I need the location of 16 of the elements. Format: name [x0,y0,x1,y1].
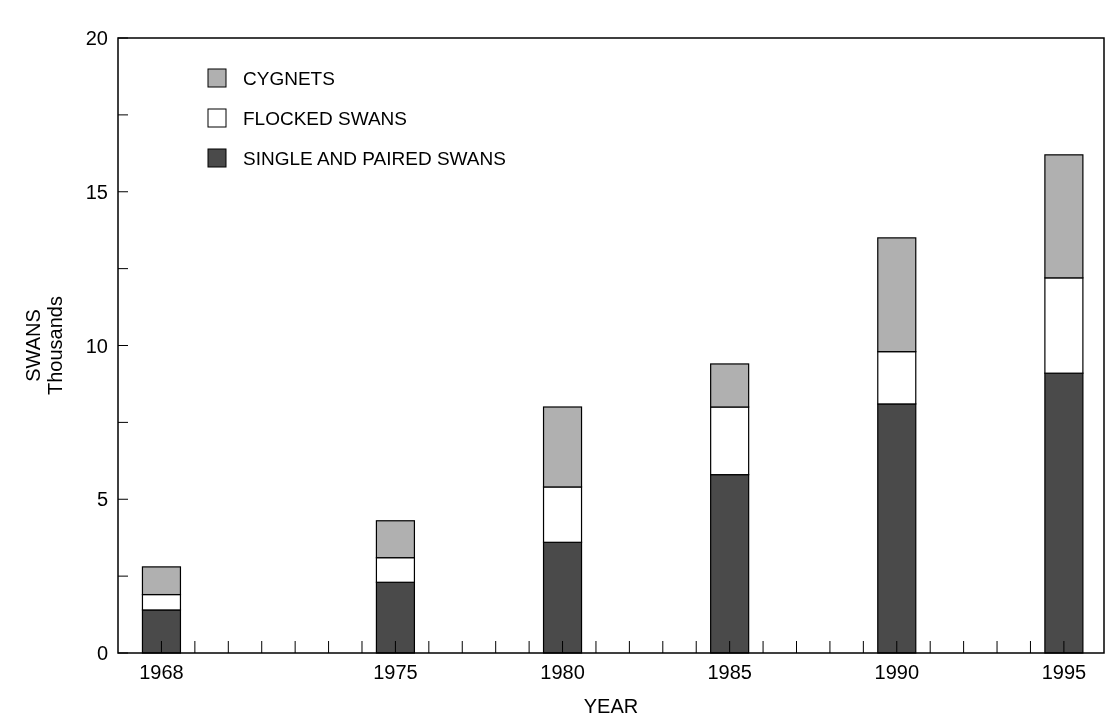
y-tick-label: 5 [96,488,108,511]
y-tick-label: 10 [85,334,108,357]
y-axis-title: SWANS Thousands [22,296,66,395]
legend-label: FLOCKED SWANS [243,107,407,129]
x-tick-label: 1995 [1041,661,1087,683]
x-tick-label: 1985 [707,661,752,683]
x-tick-label: 1990 [874,661,920,683]
legend-label: CYGNETS [243,67,335,89]
x-tick-label: 1975 [373,661,418,683]
x-axis-title: YEAR [583,695,639,717]
y-tick-label: 20 [85,27,108,49]
legend-label: SINGLE AND PAIRED SWANS [243,147,506,169]
y-tick-label: 15 [85,180,108,203]
x-tick-label: 1968 [139,661,184,683]
x-tick-label: 1980 [540,661,585,683]
y-tick-label: 0 [96,642,108,664]
